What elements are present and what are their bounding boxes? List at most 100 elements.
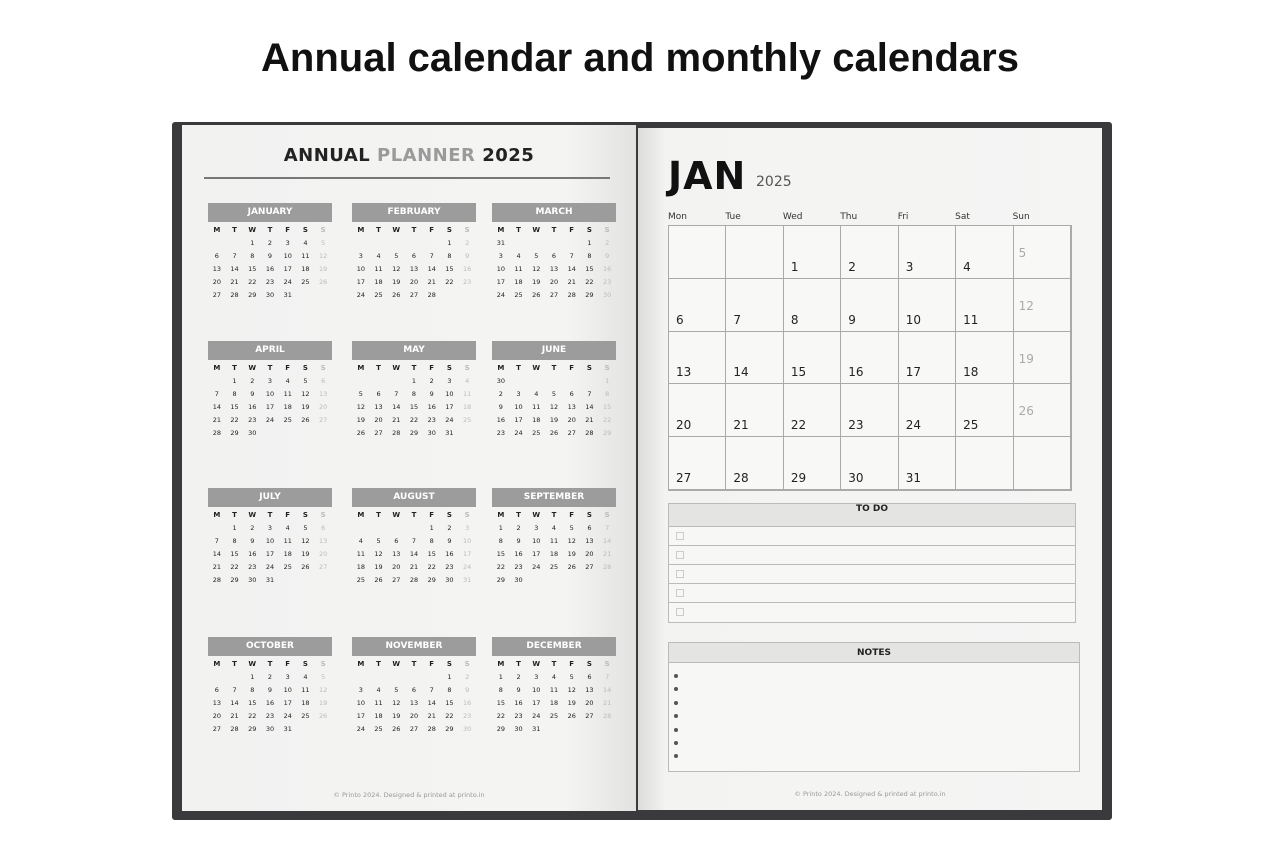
day-cell[interactable]: 30 — [841, 437, 899, 490]
day-cell[interactable] — [956, 437, 1014, 490]
day-cell[interactable]: 24 — [898, 384, 957, 438]
month-name: APRIL — [208, 341, 332, 360]
day-cell[interactable]: 7 — [726, 278, 784, 332]
day-cell[interactable]: 14 — [726, 331, 784, 385]
day-number: 13 — [549, 265, 559, 273]
day-number: 26 — [301, 563, 310, 571]
day-number — [297, 725, 315, 733]
checkbox-icon[interactable] — [676, 589, 684, 597]
day-number: 23 — [265, 712, 275, 720]
checkbox-icon[interactable] — [676, 551, 684, 559]
day-number: 30 — [462, 725, 472, 733]
day-number: 16 — [496, 416, 505, 424]
day-number: 10 — [462, 537, 472, 545]
day-cell[interactable]: 10 — [898, 278, 957, 332]
day-cell[interactable]: 16 — [841, 331, 899, 385]
day-cell[interactable] — [669, 226, 727, 279]
note-line[interactable] — [669, 736, 1079, 749]
day-cell[interactable]: 13 — [669, 331, 727, 385]
day-number: 3 — [267, 524, 273, 532]
day-number: 2 — [498, 390, 503, 398]
todo-row[interactable] — [669, 546, 1075, 565]
day-cell[interactable]: 12 — [1013, 278, 1071, 332]
todo-row[interactable] — [669, 527, 1075, 546]
day-cell[interactable]: 23 — [841, 384, 899, 438]
day-number: 6 — [587, 673, 592, 681]
bullet-icon — [674, 740, 678, 745]
weekday-label: T — [551, 226, 557, 234]
day-number: 26 — [1018, 404, 1034, 419]
day-cell[interactable]: 11 — [956, 278, 1014, 332]
day-cell[interactable]: 3 — [898, 226, 957, 279]
day-number: 13 — [318, 390, 328, 398]
checkbox-icon[interactable] — [676, 532, 684, 540]
bullet-icon — [674, 674, 678, 678]
day-cell[interactable]: 19 — [1013, 331, 1071, 385]
day-number: 1 — [498, 524, 503, 532]
day-number: 8 — [250, 252, 255, 260]
day-number: 20 — [212, 712, 221, 720]
month-days: M T W T F S S 1 2 3 4 5 6 7 8 9 10 11 12 13 14 15 16 17 18 19 20 21… — [208, 364, 332, 437]
day-cell[interactable]: 1 — [783, 226, 842, 279]
month-year: 2025 — [756, 174, 792, 190]
day-cell[interactable]: 2 — [841, 226, 899, 279]
note-line[interactable] — [669, 723, 1079, 736]
weekday-label: W — [532, 364, 541, 372]
note-line[interactable] — [669, 709, 1079, 722]
day-number: 25 — [374, 291, 383, 299]
todo-row[interactable] — [669, 603, 1075, 622]
day-number: 25 — [374, 725, 383, 733]
day-number: 3 — [516, 390, 521, 398]
day-cell[interactable]: 21 — [726, 384, 784, 438]
day-cell[interactable]: 20 — [669, 384, 727, 438]
day-cell[interactable]: 27 — [669, 437, 727, 490]
note-line[interactable] — [669, 749, 1079, 762]
day-cell[interactable]: 22 — [783, 384, 842, 438]
day-cell[interactable] — [726, 226, 784, 279]
day-number — [598, 725, 616, 733]
day-cell[interactable]: 25 — [956, 384, 1014, 438]
day-cell[interactable]: 28 — [726, 437, 784, 490]
annual-planner-title: ANNUAL PLANNER 2025 — [182, 145, 636, 166]
day-number: 12 — [374, 550, 383, 558]
day-number: 13 — [567, 403, 576, 411]
day-cell[interactable]: 5 — [1013, 226, 1071, 279]
day-number: 26 — [567, 712, 576, 720]
day-number: 6 — [321, 524, 326, 532]
day-number: 21 — [212, 563, 221, 571]
day-number — [352, 377, 370, 385]
day-cell[interactable]: 29 — [783, 437, 842, 490]
day-cell[interactable]: 4 — [956, 226, 1014, 279]
weekday-label: T — [551, 511, 557, 519]
weekday-label: T — [267, 511, 273, 519]
day-cell[interactable]: 15 — [783, 331, 842, 385]
day-number: 22 — [230, 416, 239, 424]
day-cell[interactable] — [1013, 437, 1071, 490]
note-line[interactable] — [669, 669, 1079, 682]
day-cell[interactable]: 6 — [669, 278, 727, 332]
day-cell[interactable]: 9 — [841, 278, 899, 332]
note-line[interactable] — [669, 682, 1079, 695]
day-number: 16 — [462, 265, 472, 273]
day-number: 10 — [532, 686, 541, 694]
checkbox-icon[interactable] — [676, 608, 684, 616]
day-cell[interactable]: 26 — [1013, 384, 1071, 438]
day-number: 5 — [376, 537, 381, 545]
weekday-label: T — [267, 226, 273, 234]
day-cell[interactable]: 17 — [898, 331, 957, 385]
weekday-label: M — [213, 511, 221, 519]
day-number: 27 — [676, 470, 692, 485]
day-number — [208, 377, 226, 385]
day-number: 2 — [848, 259, 856, 274]
day-cell[interactable]: 8 — [783, 278, 842, 332]
day-cell[interactable]: 18 — [956, 331, 1014, 385]
mini-month-may: MAY M T W T F S S 1 2 3 4 5 6 7 8 9 10 11 12 13 14 15 16 17 18 19 2… — [352, 341, 476, 437]
todo-row[interactable] — [669, 584, 1075, 603]
note-line[interactable] — [669, 696, 1079, 709]
day-cell[interactable]: 31 — [898, 437, 957, 490]
checkbox-icon[interactable] — [676, 570, 684, 578]
todo-row[interactable] — [669, 565, 1075, 584]
weekday-label: M — [213, 364, 221, 372]
weekday-label: W — [532, 511, 541, 519]
day-number: 18 — [549, 699, 559, 707]
